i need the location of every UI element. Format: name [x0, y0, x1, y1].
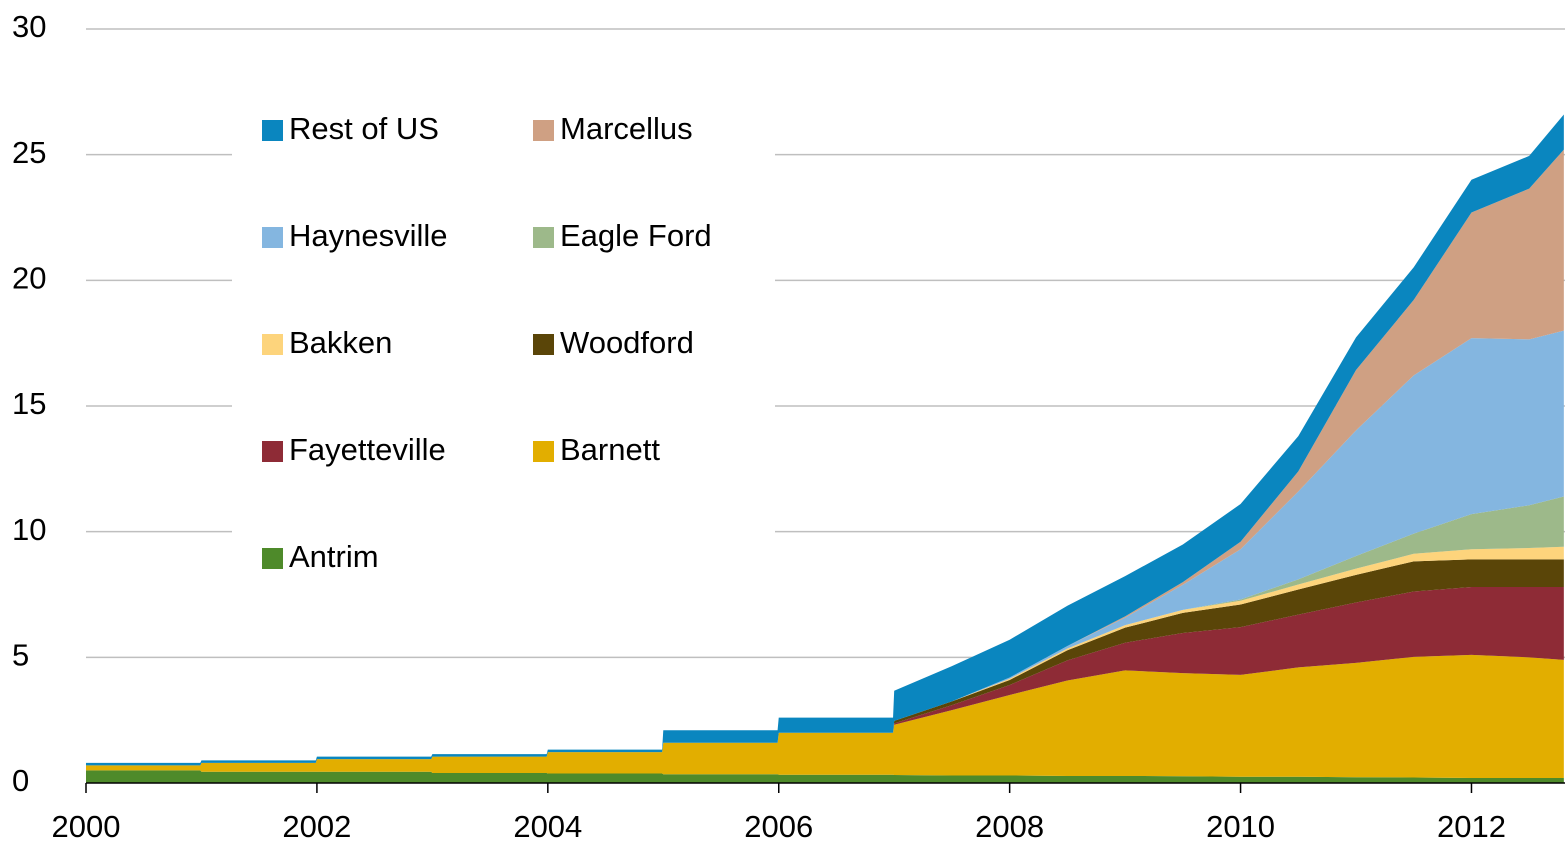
- x-tick-label: 2002: [282, 809, 351, 843]
- legend-swatch: [262, 548, 283, 569]
- legend-label: Rest of US: [289, 111, 439, 146]
- legend-swatch: [533, 227, 554, 248]
- x-tick-label: 2004: [513, 809, 582, 843]
- y-tick-label: 30: [12, 9, 46, 44]
- area: [86, 559, 1564, 766]
- y-tick-label: 5: [12, 638, 29, 673]
- x-tick-label: 2008: [975, 809, 1044, 843]
- legend-swatch: [533, 334, 554, 355]
- x-tick-label: 2010: [1206, 809, 1275, 843]
- x-tick-label: 2000: [52, 809, 121, 843]
- legend-label: Fayetteville: [289, 432, 446, 467]
- area: [86, 654, 1564, 778]
- legend-label: Marcellus: [560, 111, 693, 146]
- y-tick-label: 25: [12, 135, 46, 170]
- legend-label: Antrim: [289, 539, 379, 574]
- legend-swatch: [262, 441, 283, 462]
- legend-swatch: [262, 120, 283, 141]
- area: [86, 330, 1564, 766]
- legend-box: [232, 95, 775, 590]
- x-tick-label: 2006: [744, 809, 813, 843]
- legend-swatch: [533, 441, 554, 462]
- area: [86, 586, 1564, 766]
- legend-label: Eagle Ford: [560, 218, 712, 253]
- legend-label: Barnett: [560, 432, 660, 467]
- y-tick-label: 0: [12, 763, 29, 798]
- legend-label: Haynesville: [289, 218, 448, 253]
- legend-swatch: [262, 227, 283, 248]
- legend-label: Bakken: [289, 325, 392, 360]
- x-tick-label: 2012: [1437, 809, 1506, 843]
- area: [86, 770, 1564, 783]
- y-tick-label: 15: [12, 386, 46, 421]
- legend-label: Woodford: [560, 325, 694, 360]
- y-tick-label: 10: [12, 512, 46, 547]
- legend-swatch: [262, 334, 283, 355]
- legend-swatch: [533, 120, 554, 141]
- y-tick-label: 20: [12, 261, 46, 296]
